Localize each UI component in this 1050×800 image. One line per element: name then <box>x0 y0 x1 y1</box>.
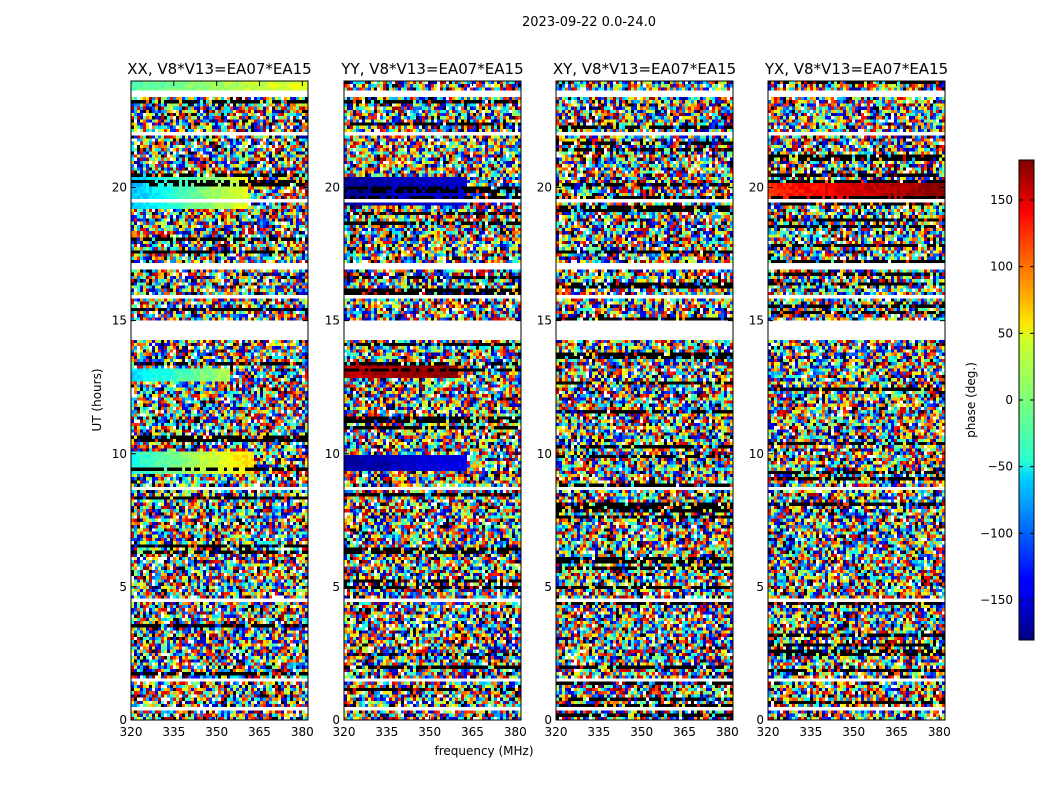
y-axis-label: UT (hours) <box>90 368 104 431</box>
y-tick-label: 0 <box>119 713 127 727</box>
colorbar-tick-label: 0 <box>1005 393 1013 407</box>
y-tick-label: 5 <box>544 580 552 594</box>
x-axis-label: frequency (MHz) <box>434 744 533 758</box>
y-tick-label: 10 <box>537 447 552 461</box>
y-tick-label: 10 <box>325 447 340 461</box>
y-tick-label: 20 <box>537 181 552 195</box>
y-tick-label: 15 <box>749 314 764 328</box>
panels-group: XX, V8*V13=EA07*EA15 320 335 350 365 380 0 5 10 1… <box>112 60 951 739</box>
x-tick-label: 365 <box>248 725 271 739</box>
colorbar-tick-label: 100 <box>990 260 1013 274</box>
heatmap-yy <box>344 81 521 720</box>
y-tick-label: 0 <box>756 713 764 727</box>
x-tick-label: 380 <box>928 725 951 739</box>
x-tick-label: 365 <box>673 725 696 739</box>
colorbar-tick-label: −150 <box>980 593 1013 607</box>
panel-frame-xx <box>130 80 309 721</box>
y-tick-label: 15 <box>112 314 127 328</box>
y-tick-label: 20 <box>749 181 764 195</box>
y-tick-label: 0 <box>332 713 340 727</box>
colorbar-tick-label: −100 <box>980 526 1013 540</box>
y-tick-label: 20 <box>112 181 127 195</box>
colorbar-tick-label: 50 <box>998 326 1013 340</box>
colorbar-tick-label: −50 <box>988 460 1013 474</box>
y-tick-label: 15 <box>537 314 552 328</box>
colorbar: 150 100 50 0 −50 −100 −150 phase (deg.) <box>964 159 1035 641</box>
x-tick-label: 335 <box>375 725 398 739</box>
x-tick-label: 365 <box>461 725 484 739</box>
panel-title-xx: XX, V8*V13=EA07*EA15 <box>127 60 311 78</box>
x-tick-label: 335 <box>799 725 822 739</box>
x-tick-label: 320 <box>120 725 143 739</box>
x-tick-label: 320 <box>545 725 568 739</box>
x-tick-label: 350 <box>630 725 653 739</box>
y-tick-label: 5 <box>332 580 340 594</box>
x-tick-label: 380 <box>716 725 739 739</box>
x-tick-label: 320 <box>757 725 780 739</box>
heatmap-yx <box>768 81 945 720</box>
panel-title-yx: YX, V8*V13=EA07*EA15 <box>764 60 948 78</box>
panel-title-xy: XY, V8*V13=EA07*EA15 <box>553 60 736 78</box>
x-tick-label: 350 <box>842 725 865 739</box>
colorbar-label: phase (deg.) <box>964 362 978 438</box>
panel-frame-xy <box>555 80 734 721</box>
y-tick-label: 15 <box>325 314 340 328</box>
y-tick-label: 5 <box>756 580 764 594</box>
x-tick-label: 350 <box>205 725 228 739</box>
x-tick-label: 365 <box>885 725 908 739</box>
y-tick-label: 5 <box>119 580 127 594</box>
y-tick-label: 20 <box>325 181 340 195</box>
y-tick-label: 10 <box>112 447 127 461</box>
heatmap-xy <box>556 81 733 720</box>
panel-frame-yx <box>767 80 946 721</box>
figure-suptitle: 2023-09-22 0.0-24.0 <box>522 15 656 30</box>
x-tick-label: 320 <box>333 725 356 739</box>
x-tick-label: 350 <box>418 725 441 739</box>
x-tick-label: 380 <box>291 725 314 739</box>
x-tick-label: 380 <box>504 725 527 739</box>
colorbar-tick-label: 150 <box>990 193 1013 207</box>
y-tick-label: 0 <box>544 713 552 727</box>
x-tick-label: 335 <box>162 725 185 739</box>
heatmap-xx <box>131 81 308 720</box>
panel-title-yy: YY, V8*V13=EA07*EA15 <box>340 60 523 78</box>
y-tick-label: 10 <box>749 447 764 461</box>
x-tick-label: 335 <box>587 725 610 739</box>
panel-frame-yy <box>343 80 522 721</box>
